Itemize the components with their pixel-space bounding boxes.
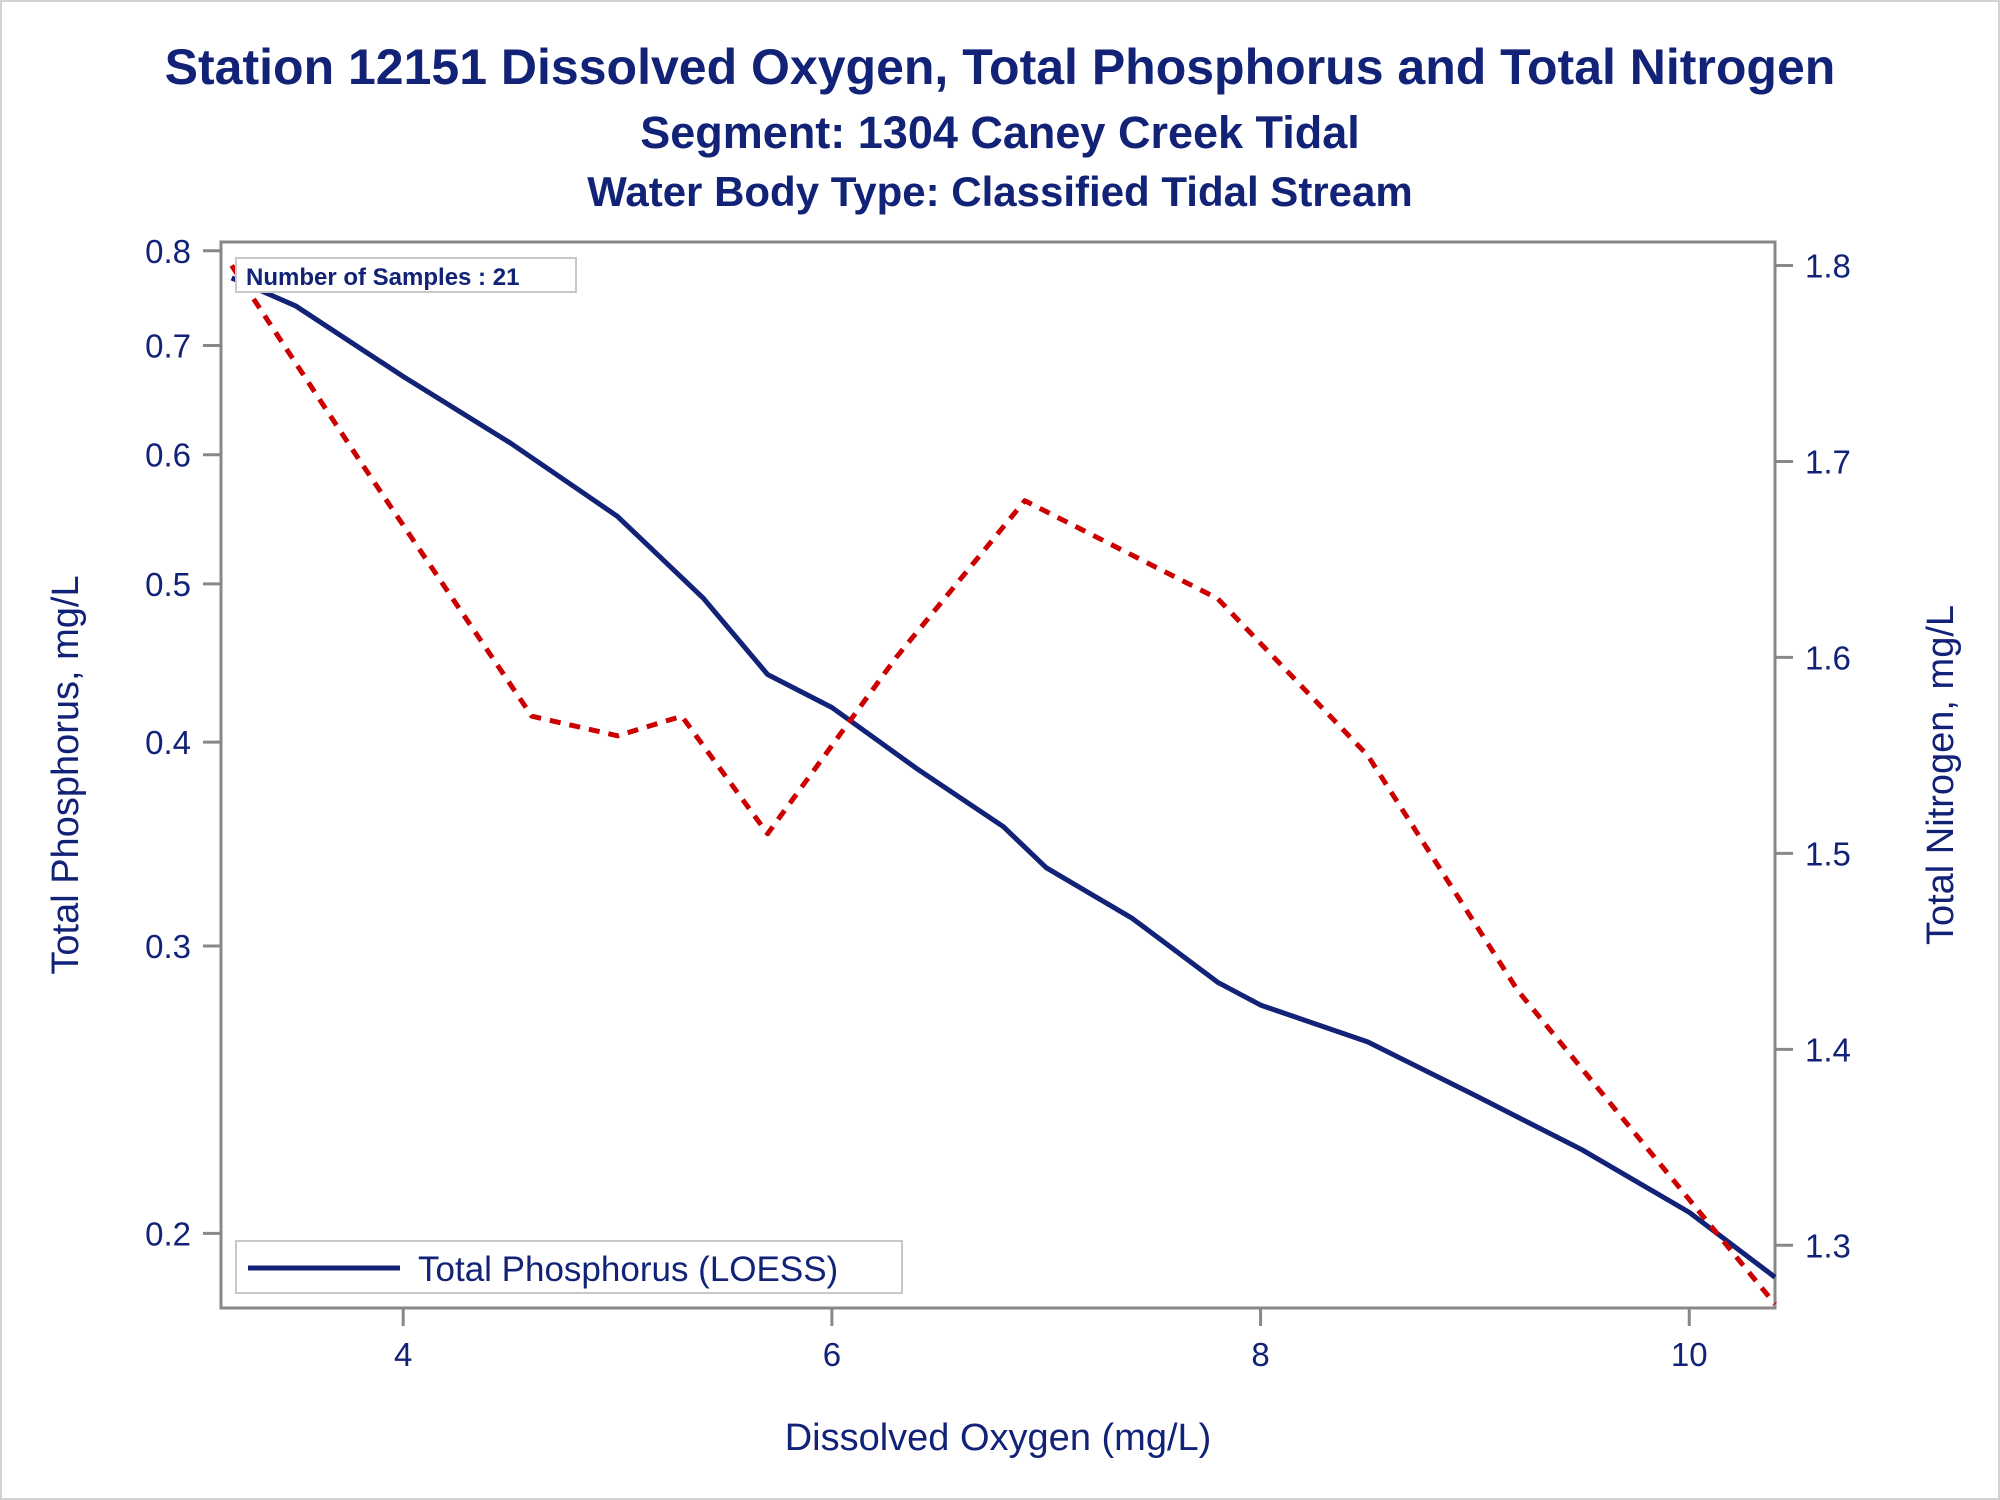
y-right-tick-label: 1.6 — [1805, 639, 1851, 676]
y-right-tick-label: 1.5 — [1805, 835, 1851, 872]
legend-frame — [235, 1240, 903, 1294]
x-tick-label: 8 — [1251, 1336, 1269, 1373]
plot-area-border — [219, 240, 1777, 1310]
series-line-total-nitrogen — [229, 264, 1777, 1306]
y-left-tick-label: 0.4 — [145, 724, 191, 761]
y-right-tick-label: 1.3 — [1805, 1227, 1851, 1264]
y-left-tick-label: 0.2 — [145, 1215, 191, 1252]
chart-title: Station 12151 Dissolved Oxygen, Total Ph… — [164, 39, 1836, 95]
x-axis: 4 6 8 10 — [394, 1308, 1708, 1373]
legend: Total Phosphorus (LOESS) — [235, 1240, 903, 1294]
y-right-tick-label: 1.8 — [1805, 248, 1851, 285]
x-axis-label: Dissolved Oxygen (mg/L) — [785, 1417, 1212, 1459]
y-left-tick-label: 0.7 — [145, 327, 191, 364]
y-axis-right: 1.3 1.4 1.5 1.6 1.7 1.8 — [1775, 248, 1851, 1264]
y-left-tick-label: 0.5 — [145, 566, 191, 603]
chart-subtitle-segment: Segment: 1304 Caney Creek Tidal — [640, 107, 1360, 158]
series-layer — [229, 264, 1777, 1306]
y-left-tick-label: 0.6 — [145, 437, 191, 474]
sample-count-frame — [235, 257, 577, 293]
x-tick-label: 10 — [1671, 1336, 1708, 1373]
y-left-tick-label: 0.3 — [145, 928, 191, 965]
y-axis-left: 0.2 0.3 0.4 0.5 0.6 0.7 0.8 — [145, 233, 221, 1252]
y-right-tick-label: 1.4 — [1805, 1031, 1851, 1068]
sample-count-box: Number of Samples : 21 — [235, 257, 577, 293]
series-line-total-phosphorus — [230, 275, 1777, 1280]
chart-subtitle-waterbody: Water Body Type: Classified Tidal Stream — [587, 168, 1413, 215]
y-right-tick-label: 1.7 — [1805, 443, 1851, 480]
x-tick-label: 4 — [394, 1336, 412, 1373]
legend-label-phosphorus: Total Phosphorus (LOESS) — [418, 1250, 838, 1289]
x-tick-label: 6 — [823, 1336, 841, 1373]
y-axis-left-label: Total Phosphorus, mg/L — [45, 575, 87, 974]
y-axis-right-label: Total Nitrogen, mg/L — [1920, 605, 1962, 945]
sample-count-text: Number of Samples : 21 — [246, 264, 519, 291]
y-left-tick-label: 0.8 — [145, 233, 191, 270]
